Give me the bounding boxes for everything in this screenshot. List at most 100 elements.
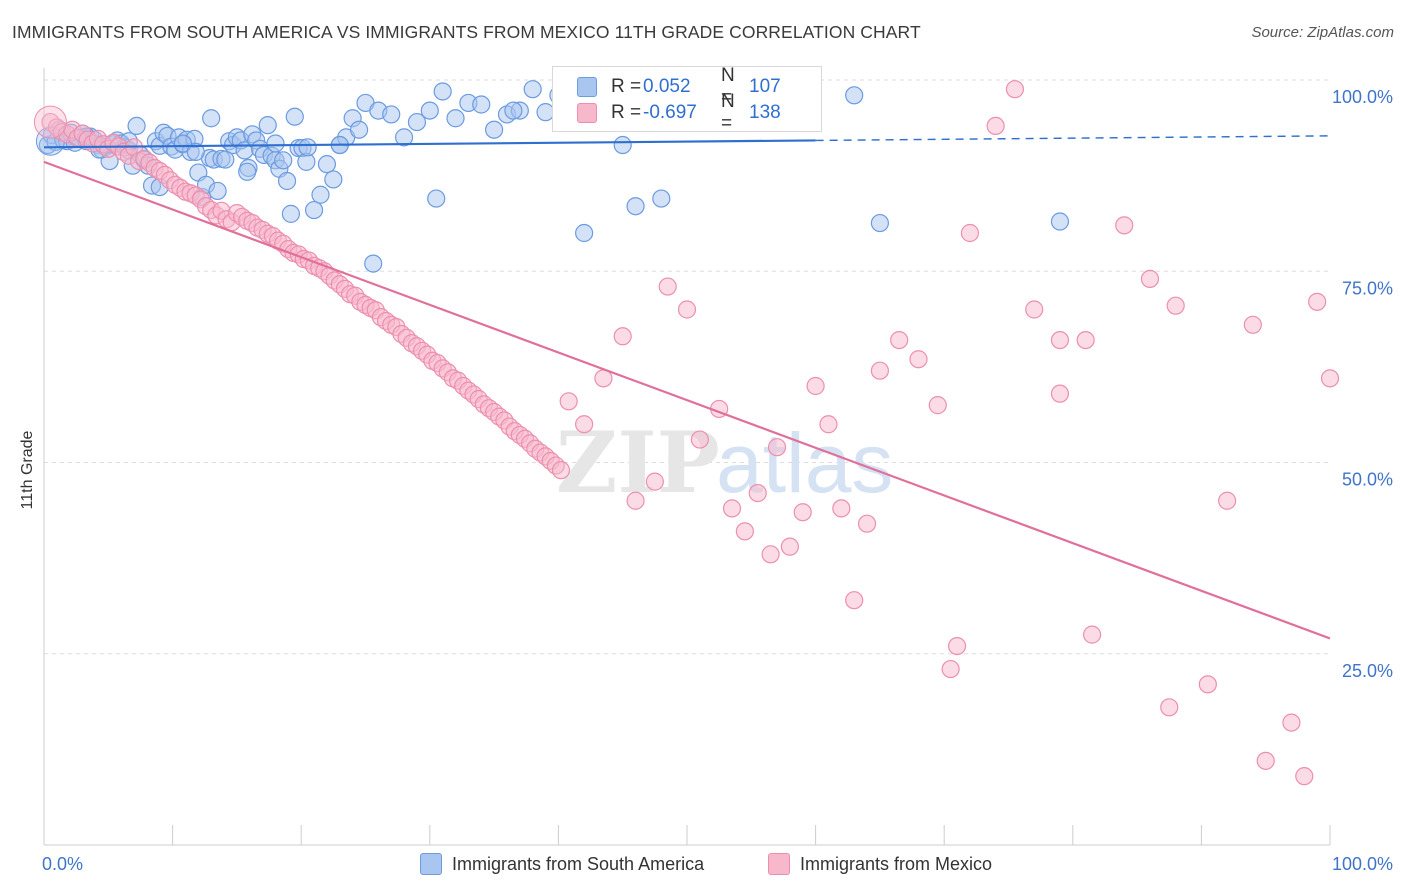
data-point-south-america [523,80,542,99]
data-point-mexico [735,522,754,541]
data-point-south-america [304,200,324,220]
data-point-south-america [613,135,632,155]
axes [43,68,1331,846]
data-point-mexico [613,327,632,346]
data-point-mexico [677,300,697,319]
data-point-mexico [690,430,709,449]
data-point-mexico [761,545,780,564]
legend-r-label: R = [611,102,642,123]
data-point-mexico [941,659,960,679]
data-point-south-america [485,120,504,139]
x-tick-labels: 0.0% 100.0% [42,854,1393,874]
data-point-mexico [857,514,877,533]
data-point-mexico [780,537,799,556]
data-point-mexico [722,499,742,518]
data-point-mexico [806,376,825,396]
y-tick-label: 75.0% [1342,278,1393,298]
data-point-south-america [274,151,293,170]
data-point-mexico [1050,384,1070,403]
data-point-mexico [767,438,787,457]
data-point-south-america [238,162,257,181]
data-point-mexico [890,331,909,350]
data-point-mexico [1115,216,1134,235]
y-tick-label: 25.0% [1342,661,1393,681]
bottom-legend-swatch-pink [768,853,790,875]
data-point-south-america [382,105,401,124]
data-point-south-america [420,101,439,120]
y-tick-label: 50.0% [1342,470,1393,490]
data-point-south-america [186,142,205,162]
data-point-mexico [819,415,838,434]
data-point-mexico [559,392,578,411]
data-point-mexico [626,491,645,510]
data-point-south-america [504,101,523,120]
chart-title: IMMIGRANTS FROM SOUTH AMERICA VS IMMIGRA… [12,22,921,42]
trend-line-south-america-extension [815,135,1331,142]
data-point-mexico-cluster [33,105,67,139]
data-point-mexico [1166,296,1185,315]
y-axis-label: 11th Grade [19,430,36,510]
data-point-south-america [472,95,491,114]
watermark-atlas: atlas [716,416,893,510]
legend-n-value: 138 [749,102,781,123]
data-point-south-america [317,155,337,174]
trend-line-mexico [43,160,1331,640]
source-label: Source: ZipAtlas.com [1251,24,1394,41]
trend-lines [43,135,1331,640]
data-point-south-america [285,107,304,126]
y-tick-labels: 100.0% 75.0% 50.0% 25.0% [1332,87,1393,681]
data-point-south-america [364,254,383,273]
data-point-mexico [947,636,967,656]
data-point-south-america [1050,212,1070,231]
legend-swatch-blue [577,77,597,97]
data-point-south-america [870,213,890,233]
legend-r-value: 0.052 [643,76,691,97]
data-point-mexico [658,277,677,296]
data-point-mexico [928,396,947,415]
legend-row-mexico: R = -0.697 N = 138 [577,91,781,134]
data-point-mexico [1218,491,1237,510]
data-point-mexico [1295,767,1314,786]
stats-legend: R = 0.052 N = 107 R = -0.697 N = 138 [552,65,822,134]
data-point-south-america [173,134,192,153]
data-point-mexico [1050,331,1070,350]
data-point-south-america [446,109,465,128]
data-point-south-america [266,134,285,153]
bottom-legend-swatch-blue [420,853,442,875]
data-point-mexico [793,503,812,522]
data-point-south-america [216,150,235,169]
data-point-south-america [324,170,343,189]
legend-n-label: N = [721,91,735,134]
data-point-mexico [1308,292,1327,311]
data-point-mexico [870,361,890,380]
data-point-mexico [845,591,864,610]
legend-row-south-america: R = 0.052 N = 107 [577,65,781,108]
trend-line-south-america [43,139,816,149]
data-point-south-america [281,204,301,223]
data-point-mexico [960,223,980,243]
data-point-south-america [407,112,427,132]
watermark: ZIP atlas [556,413,893,512]
data-point-mexico [1256,751,1275,770]
data-point-mexico [1320,369,1340,388]
x-tick-label-right: 100.0% [1332,854,1393,874]
data-point-mexico [1243,315,1262,334]
data-point-mexico [1005,80,1025,99]
data-point-mexico [1076,331,1095,350]
data-point-mexico [1282,713,1301,732]
data-point-south-america [427,189,446,208]
data-point-mexico [986,116,1005,136]
legend-swatch-pink [577,103,597,123]
data-point-mexico [645,472,664,491]
data-point-mexico [909,350,928,369]
bottom-legend-label: Immigrants from South America [452,853,705,874]
x-tick-label-left: 0.0% [42,854,83,874]
series-mexico-points [33,80,1340,786]
data-point-mexico [1025,300,1044,319]
data-point-south-america [311,185,330,204]
data-point-south-america [433,82,452,101]
data-point-mexico [832,499,851,518]
data-point-mexico [748,484,767,503]
data-point-south-america [575,223,594,243]
